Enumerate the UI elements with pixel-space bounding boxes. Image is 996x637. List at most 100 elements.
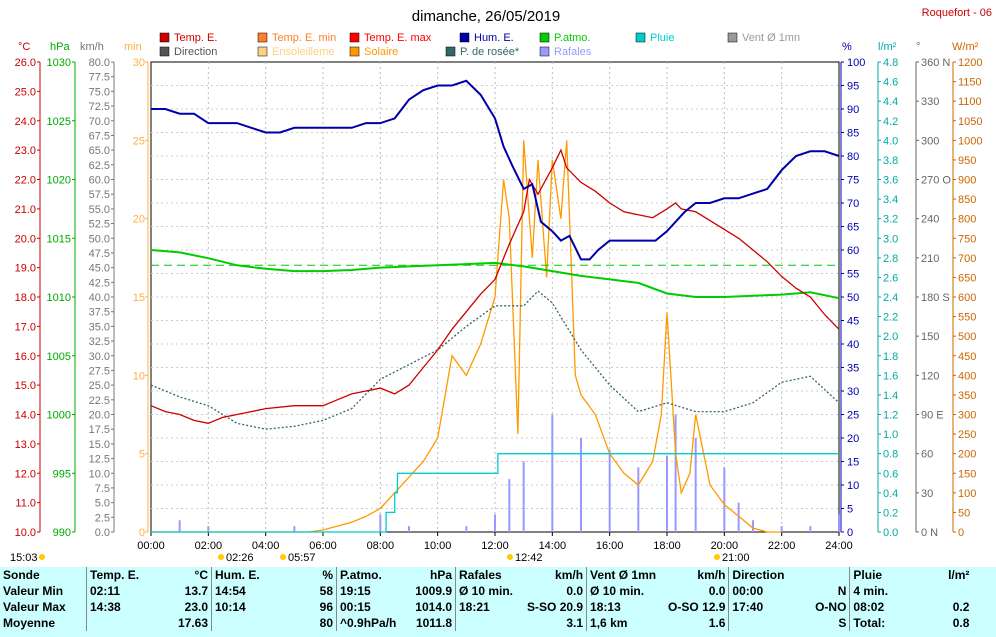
direction-max-time: 17:40 — [728, 599, 796, 615]
axis-tick-label: 330 — [921, 96, 939, 108]
unit-lm2: l/m² — [878, 41, 897, 53]
pluie-avg: 0.8 — [952, 616, 970, 630]
axis-tick-label: 45 — [847, 316, 859, 328]
temp-max-time: 14:38 — [86, 599, 153, 615]
axis-tick-label: 150 — [921, 331, 939, 343]
legend-swatch — [349, 32, 360, 43]
axis-tick-label: 360 N — [921, 57, 950, 69]
legend-label: P.atmo. — [554, 32, 591, 44]
temp-max: 23.0 — [184, 600, 208, 614]
legend-label: Ensoleilleme — [272, 46, 334, 58]
rafales-header: Rafales — [455, 567, 524, 583]
axis-tick-label: 0 — [847, 527, 853, 539]
rafales-unit: km/h — [555, 568, 584, 582]
sun-icon — [714, 554, 720, 560]
row-label-avg: Moyenne — [3, 616, 56, 630]
pluie-max: 0.2 — [952, 600, 970, 614]
hum-max: 96 — [319, 600, 333, 614]
axis-tick-label: 0.2 — [883, 507, 898, 519]
sun-icon — [39, 554, 45, 560]
summary-panel: Sonde Temp. E. °C Hum. E. % P.atmo. hPa … — [0, 567, 996, 637]
row-label-sonde: Sonde — [3, 568, 40, 582]
legend-label: Solaire — [364, 46, 398, 58]
axis-tick-label: 60.0 — [89, 175, 110, 187]
axis-tick-label: 13.0 — [15, 439, 36, 451]
axis-tick-label: 4.0 — [883, 135, 898, 147]
axis-tick-label: 11.0 — [15, 498, 36, 510]
hum-max-time: 10:14 — [211, 599, 282, 615]
unit-pct: % — [842, 41, 852, 53]
patmo-min: 1009.9 — [415, 584, 452, 598]
patmo-min-time: 19:15 — [336, 583, 407, 599]
axis-tick-label: 77.5 — [89, 72, 110, 84]
vent-min-label: Ø 10 min. — [586, 583, 666, 599]
axis-tick-label: 70.0 — [89, 116, 110, 128]
axis-tick-label: 0.6 — [883, 468, 898, 480]
axis-tick-label: 32.5 — [89, 336, 110, 348]
axis-tick-label: 70 — [847, 198, 859, 210]
axis-tick-label: 3.6 — [883, 175, 898, 187]
axis-tick-label: 300 — [958, 410, 976, 422]
legend-label: Rafales — [554, 46, 592, 58]
rafales-max-cell: S-SO 20.9 — [524, 599, 587, 615]
row-label-max: Valeur Max — [3, 600, 66, 614]
legend-swatch — [727, 32, 738, 43]
x-tick-label: 06:00 — [309, 540, 337, 552]
axis-tick-label: 25 — [847, 410, 859, 422]
legend-label: Hum. E. — [474, 32, 514, 44]
hum-min: 58 — [319, 584, 333, 598]
axis-tick-label: 0.4 — [883, 488, 898, 500]
axis-tick-label: 210 — [921, 253, 939, 265]
axis-tick-label: 2.8 — [883, 253, 898, 265]
patmo-max: 1014.0 — [415, 600, 452, 614]
axis-tick-label: 150 — [958, 468, 976, 480]
legend-swatch — [445, 46, 456, 57]
axis-tick-label: 7.5 — [95, 483, 110, 495]
axis-tick-label: 65 — [847, 222, 859, 234]
axis-tick-label: 95 — [847, 81, 859, 93]
axis-tick-label: 5.0 — [95, 498, 110, 510]
summary-header-row: Sonde Temp. E. °C Hum. E. % P.atmo. hPa … — [0, 567, 972, 583]
axis-tick-label: 4.8 — [883, 57, 898, 69]
vent-header: Vent Ø 1mn — [586, 567, 666, 583]
axis-tick-label: 35 — [847, 363, 859, 375]
axis-tick-label: 16.0 — [15, 351, 36, 363]
axis-tick-label: 1030 — [47, 57, 71, 69]
temp-avg: 17.63 — [177, 616, 208, 630]
axis-tick-label: 4.6 — [883, 77, 898, 89]
axis-tick-label: 80 — [847, 151, 859, 163]
axis-tick-label: 37.5 — [89, 307, 110, 319]
unit-temp: °C — [18, 41, 30, 53]
rafales-max-time-value: 18:21 — [459, 600, 490, 614]
axis-tick-label: 900 — [958, 175, 976, 187]
vent-avg-label: 1,6 km — [586, 615, 666, 631]
axis-tick-label: 10.0 — [15, 527, 36, 539]
axis-tick-label: 40.0 — [89, 292, 110, 304]
axis-tick-label: 30 — [847, 386, 859, 398]
legend: Temp. E. Temp. E. min Temp. E. max Hum. E. P… — [159, 32, 800, 58]
axis-tick-label: 550 — [958, 312, 976, 324]
axis-tick-label: 995 — [53, 468, 71, 480]
axis-tick-label: 10 — [847, 480, 859, 492]
axis-tick-label: 1050 — [958, 116, 982, 128]
axis-tick-label: 52.5 — [89, 219, 110, 231]
axis-tick-label: 1.2 — [883, 410, 898, 422]
sun-icon — [280, 554, 286, 560]
axis-tick-label: 450 — [958, 351, 976, 363]
axis-tick-label: 600 — [958, 292, 976, 304]
patmo-header: P.atmo. — [336, 567, 407, 583]
vent-max-time-value: 18:13 — [590, 600, 621, 614]
axis-tick-label: 23.0 — [15, 145, 36, 157]
axis-tick-label: 1000 — [47, 410, 71, 422]
axis-tick-label: 270 O — [921, 175, 951, 187]
x-tick-label: 04:00 — [252, 540, 280, 552]
axis-tick-label: 1.8 — [883, 351, 898, 363]
vent-max-cell: O-SO 12.9 — [665, 599, 729, 615]
unit-hpa: hPa — [50, 41, 70, 53]
axis-tick-label: 60 — [921, 449, 933, 461]
sun-icon — [218, 554, 224, 560]
axis-tick-label: 15 — [847, 457, 859, 469]
axis-tick-label: 3.0 — [883, 233, 898, 245]
temp-min: 13.7 — [184, 584, 208, 598]
axis-tick-label: 1010 — [47, 292, 71, 304]
